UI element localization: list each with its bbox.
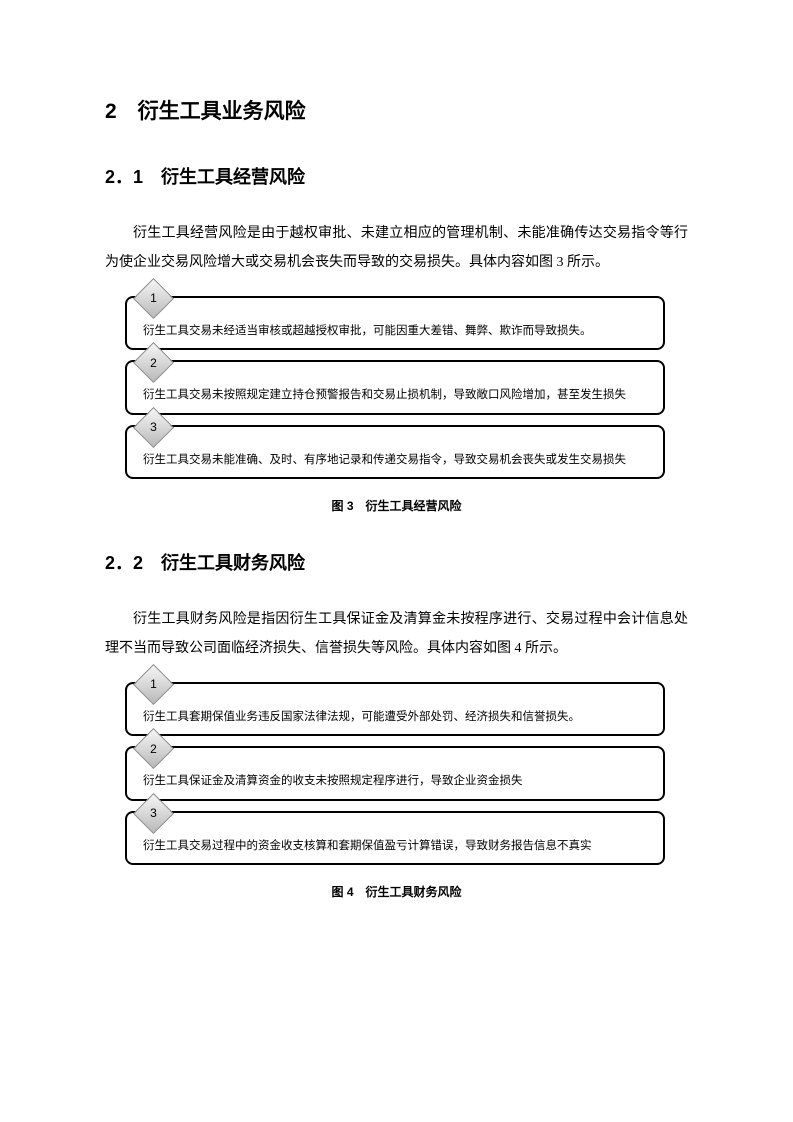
figure-3-diagram: 1 衍生工具交易未经适当审核或超越授权审批，可能因重大差错、舞弊、欺诈而导致损失… bbox=[125, 296, 665, 479]
item-text: 衍生工具交易未经适当审核或超越授权审批，可能因重大差错、舞弊、欺诈而导致损失。 bbox=[143, 322, 592, 340]
figure-3-item: 1 衍生工具交易未经适当审核或超越授权审批，可能因重大差错、舞弊、欺诈而导致损失… bbox=[125, 296, 665, 350]
item-text: 衍生工具套期保值业务违反国家法律法规，可能遭受外部处罚、经济损失和信誉损失。 bbox=[143, 708, 580, 726]
chapter-heading: 2 衍生工具业务风险 bbox=[105, 95, 688, 125]
item-box: 衍生工具交易过程中的资金收支核算和套期保值盈亏计算错误，导致财务报告信息不真实 bbox=[125, 811, 665, 865]
figure-3-item: 3 衍生工具交易未能准确、及时、有序地记录和传递交易指令，导致交易机会丧失或发生… bbox=[125, 425, 665, 479]
section-2-heading: 2．2 衍生工具财务风险 bbox=[105, 549, 688, 575]
section-1-heading: 2．1 衍生工具经营风险 bbox=[105, 163, 688, 189]
item-box: 衍生工具保证金及清算资金的收支未按照规定程序进行，导致企业资金损失 bbox=[125, 746, 665, 800]
item-text: 衍生工具交易过程中的资金收支核算和套期保值盈亏计算错误，导致财务报告信息不真实 bbox=[143, 837, 592, 855]
figure-4-item: 2 衍生工具保证金及清算资金的收支未按照规定程序进行，导致企业资金损失 bbox=[125, 746, 665, 800]
diamond-badge: 1 bbox=[139, 670, 168, 699]
section-2-para: 衍生工具财务风险是指因衍生工具保证金及清算金未按程序进行、交易过程中会计信息处理… bbox=[105, 605, 688, 664]
diamond-badge: 1 bbox=[139, 284, 168, 313]
diamond-badge: 3 bbox=[139, 413, 168, 442]
figure-4-item: 1 衍生工具套期保值业务违反国家法律法规，可能遭受外部处罚、经济损失和信誉损失。 bbox=[125, 682, 665, 736]
figure-4-caption: 图 4 衍生工具财务风险 bbox=[105, 883, 688, 900]
diamond-number: 2 bbox=[139, 348, 168, 377]
diamond-badge: 2 bbox=[139, 348, 168, 377]
item-box: 衍生工具交易未按照规定建立持仓预警报告和交易止损机制，导致敞口风险增加，甚至发生… bbox=[125, 360, 665, 414]
diamond-number: 2 bbox=[139, 734, 168, 763]
diamond-badge: 3 bbox=[139, 799, 168, 828]
diamond-number: 3 bbox=[139, 413, 168, 442]
diamond-badge: 2 bbox=[139, 734, 168, 763]
item-box: 衍生工具交易未经适当审核或超越授权审批，可能因重大差错、舞弊、欺诈而导致损失。 bbox=[125, 296, 665, 350]
item-text: 衍生工具交易未按照规定建立持仓预警报告和交易止损机制，导致敞口风险增加，甚至发生… bbox=[143, 386, 626, 404]
item-box: 衍生工具交易未能准确、及时、有序地记录和传递交易指令，导致交易机会丧失或发生交易… bbox=[125, 425, 665, 479]
diamond-number: 1 bbox=[139, 284, 168, 313]
diamond-number: 1 bbox=[139, 670, 168, 699]
item-box: 衍生工具套期保值业务违反国家法律法规，可能遭受外部处罚、经济损失和信誉损失。 bbox=[125, 682, 665, 736]
figure-3-caption: 图 3 衍生工具经营风险 bbox=[105, 497, 688, 514]
figure-3-item: 2 衍生工具交易未按照规定建立持仓预警报告和交易止损机制，导致敞口风险增加，甚至… bbox=[125, 360, 665, 414]
item-text: 衍生工具交易未能准确、及时、有序地记录和传递交易指令，导致交易机会丧失或发生交易… bbox=[143, 451, 626, 469]
section-1-para: 衍生工具经营风险是由于越权审批、未建立相应的管理机制、未能准确传达交易指令等行为… bbox=[105, 219, 688, 278]
figure-4-diagram: 1 衍生工具套期保值业务违反国家法律法规，可能遭受外部处罚、经济损失和信誉损失。… bbox=[125, 682, 665, 865]
figure-4-item: 3 衍生工具交易过程中的资金收支核算和套期保值盈亏计算错误，导致财务报告信息不真… bbox=[125, 811, 665, 865]
item-text: 衍生工具保证金及清算资金的收支未按照规定程序进行，导致企业资金损失 bbox=[143, 772, 523, 790]
diamond-number: 3 bbox=[139, 799, 168, 828]
